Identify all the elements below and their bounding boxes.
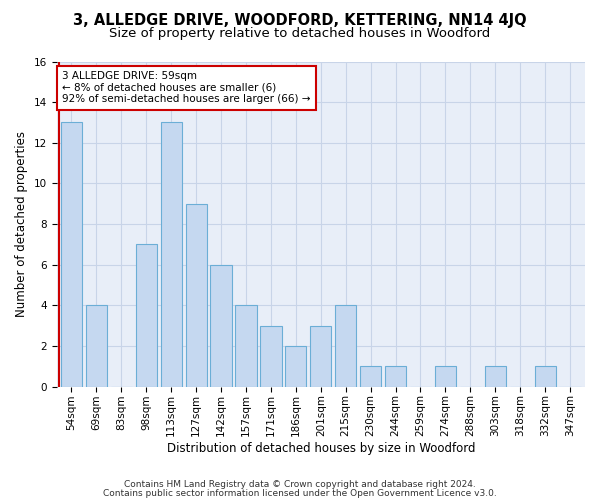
Bar [61,122,82,386]
Text: Contains HM Land Registry data © Crown copyright and database right 2024.: Contains HM Land Registry data © Crown c… [124,480,476,489]
X-axis label: Distribution of detached houses by size in Woodford: Distribution of detached houses by size … [167,442,475,455]
Bar [86,306,107,386]
Text: Size of property relative to detached houses in Woodford: Size of property relative to detached ho… [109,28,491,40]
Bar [211,264,232,386]
Bar [235,306,257,386]
Text: Contains public sector information licensed under the Open Government Licence v3: Contains public sector information licen… [103,488,497,498]
Bar [161,122,182,386]
Bar [310,326,331,386]
Bar [485,366,506,386]
Bar [136,244,157,386]
Bar [360,366,381,386]
Text: 3, ALLEDGE DRIVE, WOODFORD, KETTERING, NN14 4JQ: 3, ALLEDGE DRIVE, WOODFORD, KETTERING, N… [73,12,527,28]
Bar [535,366,556,386]
Bar [285,346,307,387]
Bar [335,306,356,386]
Bar [385,366,406,386]
Y-axis label: Number of detached properties: Number of detached properties [15,131,28,317]
Bar [185,204,207,386]
Bar [435,366,456,386]
Text: 3 ALLEDGE DRIVE: 59sqm
← 8% of detached houses are smaller (6)
92% of semi-detac: 3 ALLEDGE DRIVE: 59sqm ← 8% of detached … [62,72,310,104]
Bar [260,326,281,386]
